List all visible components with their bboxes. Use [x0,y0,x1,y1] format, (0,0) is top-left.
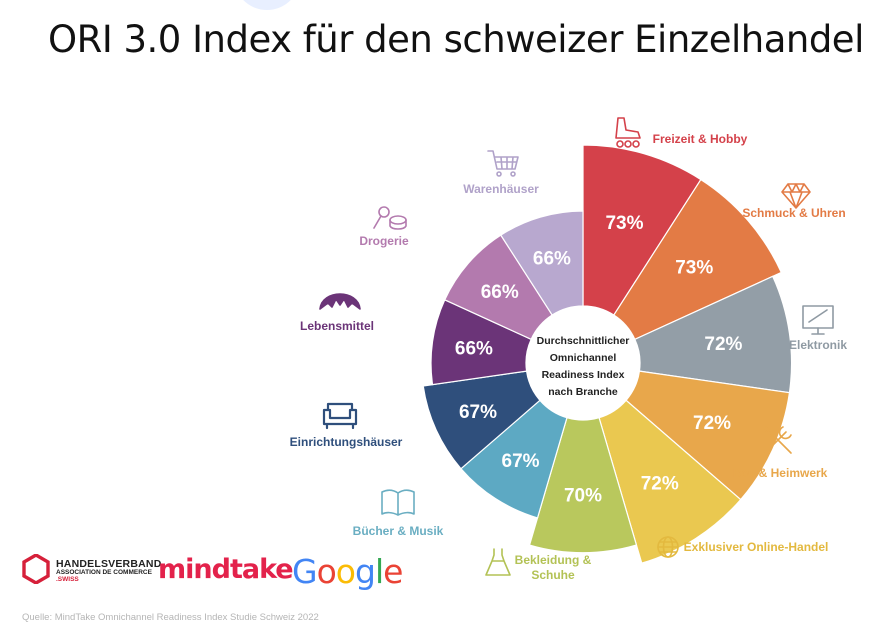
slice-value-label: 67% [459,402,497,423]
category-label: Drogerie [359,234,409,248]
google-letter: g [354,552,376,591]
google-letter: G [292,552,318,591]
center-label-line: Readiness Index [542,369,625,381]
monitor-icon [802,305,834,335]
slice-value-label: 70% [564,485,602,506]
cosmetics-icon [373,206,407,230]
croissant-icon [319,293,361,310]
dress-icon [485,548,511,576]
center-label-line: Durchschnittlicher [537,335,630,347]
handelsverband-logo-icon [22,554,50,584]
center-label-line: Omnichannel [550,352,617,364]
donut-center [526,306,640,420]
handelsverband-domain: .SWISS [56,575,79,583]
handelsverband-name: HANDELSVERBAND [56,558,162,570]
category-label: Einrichtungshäuser [290,435,403,449]
source-note: Quelle: MindTake Omnichannel Readiness I… [22,612,319,623]
slice-value-label: 66% [481,282,519,303]
category-label: Elektronik [789,338,847,352]
tools-icon [764,426,792,454]
slice-value-label: 73% [605,213,643,234]
book-icon [381,489,415,516]
diamond-icon [781,183,811,209]
category-label: Lebensmittel [300,319,374,333]
center-label-line: nach Branche [548,386,618,398]
category-label: Exklusiver Online-Handel [684,540,829,554]
slice-value-label: 72% [693,413,731,434]
page-title: ORI 3.0 Index für den schweizer Einzelha… [48,18,864,61]
decorative-blob [236,0,298,10]
google-letter: l [374,552,384,591]
slice-value-label: 72% [704,334,742,355]
rollerskate-icon [615,117,641,148]
category-label: Bau & Heimwerk [733,466,828,480]
globe-icon [657,536,679,558]
category-label: Warenhäuser [463,182,539,196]
slice-value-label: 66% [533,248,571,269]
sofa-icon [322,402,358,430]
slice-value-label: 67% [502,451,540,472]
slice-value-label: 66% [455,338,493,359]
category-label: Bücher & Musik [353,524,444,538]
slice-value-label: 72% [641,473,679,494]
handelsverband-subtitle: ASSOCIATION DE COMMERCE [56,569,152,577]
google-letter: e [383,552,403,591]
cart-icon [487,150,519,177]
google-logo: Google [292,552,403,591]
google-letter: o [316,552,337,591]
mindtake-logo: mindtake [158,554,294,585]
handelsverband-logo: HANDELSVERBAND ASSOCIATION DE COMMERCE .… [56,558,162,584]
category-label: Bekleidung & [515,553,592,567]
slice-value-label: 73% [675,258,713,279]
google-letter: o [335,552,356,591]
category-label: Schmuck & Uhren [742,206,845,220]
category-label: Schuhe [531,568,575,582]
category-label: Freizeit & Hobby [653,132,748,146]
